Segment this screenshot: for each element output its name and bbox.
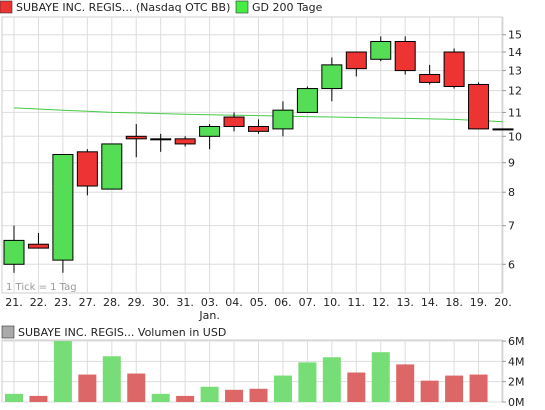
candle-body — [174, 138, 196, 145]
candle-body — [27, 243, 49, 249]
volume-legend-swatch — [1, 325, 15, 339]
ma200-line — [13, 107, 504, 123]
candle-body — [272, 109, 294, 130]
price-axis: 6 7 8 9 10 11 12 13 14 15 — [502, 29, 522, 271]
candle-body — [52, 153, 74, 261]
volume-bar — [102, 356, 121, 402]
volume-axis: 0M 2M 4M 6M — [502, 335, 525, 409]
series-legend-swatch — [0, 0, 13, 14]
candle-body — [468, 83, 490, 130]
volume-bar — [420, 380, 439, 402]
price-tick-label: 8 — [508, 186, 515, 199]
candle-body — [296, 88, 318, 113]
volume-bar — [225, 389, 244, 402]
candle-body — [345, 51, 367, 70]
volume-bar — [298, 362, 317, 402]
date-tick-label: 07. — [299, 296, 317, 309]
volume-bar — [151, 393, 170, 402]
date-tick-label: 23. — [54, 296, 72, 309]
price-tick-label: 6 — [508, 258, 515, 271]
volume-bar — [176, 395, 195, 402]
volume-bar — [249, 388, 268, 402]
candle-body — [419, 73, 441, 83]
volume-panel: SUBAYE INC. REGIS... Volumen in USD 0M 2M… — [1, 325, 525, 409]
date-tick-label: 29. — [128, 296, 146, 309]
price-panel: SUBAYE INC. REGIS... (Nasdaq OTC BB) GD … — [0, 0, 522, 322]
date-tick-label: 06. — [274, 296, 292, 309]
candle-body — [492, 128, 514, 131]
series-legend-label: SUBAYE INC. REGIS... (Nasdaq OTC BB) — [16, 1, 230, 14]
candle-body — [101, 143, 123, 190]
month-label: Jan. — [198, 309, 219, 322]
volume-bar — [53, 341, 72, 402]
volume-bar — [127, 373, 146, 402]
date-tick-label: 11. — [348, 296, 366, 309]
candle-body — [150, 138, 172, 141]
date-tick-label: 30. — [152, 296, 170, 309]
date-tick-label: 28. — [103, 296, 121, 309]
volume-bar — [469, 374, 488, 402]
price-tick-label: 9 — [508, 157, 515, 170]
date-tick-label: 21. — [5, 296, 23, 309]
volume-bar — [347, 372, 366, 402]
tick-note: 1 Tick = 1 Tag — [6, 282, 77, 293]
volume-bars — [5, 341, 488, 402]
candle-body — [76, 151, 98, 187]
date-axis: 21. 22. 23. 27. 28. 29. 30. 31. 03. 04. 05. 06. 07. 1… — [5, 296, 512, 309]
candle-body — [223, 116, 245, 127]
volume-bar — [445, 375, 464, 402]
price-tick-label: 14 — [508, 46, 522, 59]
volume-bar — [322, 357, 341, 402]
price-tick-label: 10 — [508, 130, 522, 143]
candles — [3, 36, 514, 273]
volume-bar — [78, 374, 97, 402]
date-tick-label: 20. — [494, 296, 512, 309]
date-tick-label: 31. — [176, 296, 194, 309]
volume-bar — [273, 375, 292, 402]
date-tick-label: 19. — [470, 296, 488, 309]
price-tick-label: 11 — [508, 106, 522, 119]
date-tick-label: 12. — [372, 296, 390, 309]
volume-legend-label: SUBAYE INC. REGIS... Volumen in USD — [18, 326, 226, 339]
volume-bar — [371, 352, 390, 402]
date-tick-label: 13. — [396, 296, 414, 309]
volume-bar — [200, 386, 219, 402]
ma-legend-swatch — [235, 0, 249, 14]
date-tick-label: 04. — [225, 296, 243, 309]
date-tick-label: 27. — [79, 296, 97, 309]
candle-body — [248, 125, 269, 132]
price-tick-label: 15 — [508, 29, 522, 42]
date-tick-label: 03. — [201, 296, 219, 309]
candle-body — [3, 239, 25, 265]
volume-bar — [5, 393, 23, 402]
volume-tick-label: 4M — [508, 355, 525, 368]
volume-tick-label: 2M — [508, 376, 525, 389]
date-tick-label: 22. — [30, 296, 48, 309]
date-tick-label: 14. — [421, 296, 439, 309]
candle-body — [394, 40, 416, 72]
volume-bar — [29, 395, 48, 402]
candle-body — [321, 64, 343, 90]
price-tick-label: 7 — [508, 220, 515, 233]
candle-body — [199, 125, 221, 137]
price-horizontal-grid — [2, 34, 502, 265]
date-tick-label: 10. — [323, 296, 341, 309]
candle-body — [125, 135, 147, 140]
date-tick-label: 18. — [445, 296, 463, 309]
candle-body — [370, 40, 392, 60]
date-tick-label: 05. — [250, 296, 268, 309]
volume-bar — [396, 364, 415, 402]
ma-legend-label: GD 200 Tage — [252, 1, 323, 14]
price-tick-label: 12 — [508, 85, 522, 98]
volume-tick-label: 0M — [508, 396, 525, 409]
candle-body — [443, 51, 465, 87]
price-tick-label: 13 — [508, 65, 522, 78]
volume-tick-label: 6M — [508, 335, 525, 348]
